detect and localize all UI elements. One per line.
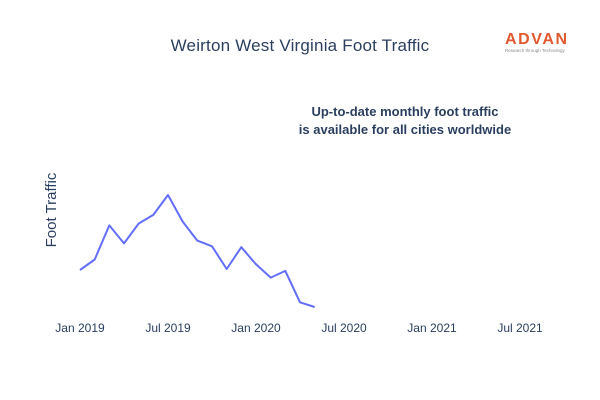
data-point[interactable] xyxy=(254,262,259,267)
advan-logo[interactable]: ADVAN Research through Technology xyxy=(505,31,587,54)
series-line-0[interactable] xyxy=(79,194,316,308)
x-tick-label: Jul 2021 xyxy=(497,321,543,335)
data-point[interactable] xyxy=(92,257,97,262)
x-tick-label: Jan 2020 xyxy=(231,321,281,335)
x-tick-label: Jan 2019 xyxy=(55,321,105,335)
data-point[interactable] xyxy=(268,275,273,280)
data-point[interactable] xyxy=(298,300,303,305)
x-tick-label: Jul 2019 xyxy=(145,321,191,335)
data-point[interactable] xyxy=(283,268,288,273)
logo-wordmark: ADVAN xyxy=(505,31,569,48)
logo-tagline: Research through Technology xyxy=(505,48,565,53)
annotation-line-2: is available for all cities worldwide xyxy=(298,122,512,137)
y-axis-label: Foot Traffic xyxy=(43,172,60,247)
annotation-line-1: Up-to-date monthly foot traffic xyxy=(311,104,499,119)
data-point[interactable] xyxy=(312,305,317,310)
chart-title: Weirton West Virginia Foot Traffic xyxy=(170,36,430,55)
data-point[interactable] xyxy=(78,268,83,273)
data-point[interactable] xyxy=(166,193,171,198)
data-point[interactable] xyxy=(195,238,200,243)
data-point[interactable] xyxy=(180,219,185,224)
data-point[interactable] xyxy=(107,223,112,228)
chart-annotation: Up-to-date monthly foot traffic is avail… xyxy=(260,103,550,139)
data-point[interactable] xyxy=(122,241,127,246)
x-tick-label: Jul 2020 xyxy=(321,321,367,335)
data-point[interactable] xyxy=(210,244,215,249)
data-point[interactable] xyxy=(239,245,244,250)
plot-area xyxy=(78,193,317,310)
data-point[interactable] xyxy=(224,267,229,272)
data-point[interactable] xyxy=(136,221,141,226)
x-axis-ticks: Jan 2019 Jul 2019 Jan 2020 Jul 2020 Jan 2021… xyxy=(55,321,543,335)
x-tick-label: Jan 2021 xyxy=(407,321,457,335)
data-point[interactable] xyxy=(151,212,156,217)
